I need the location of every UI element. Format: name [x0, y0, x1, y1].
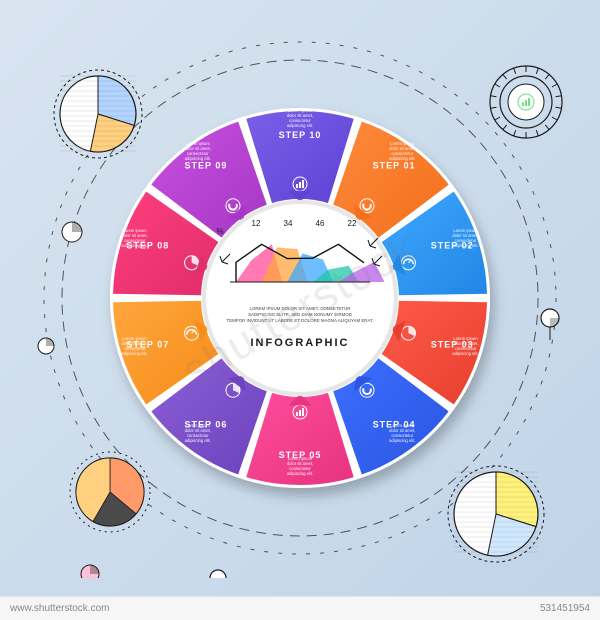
segment-lorem: adipiscing elit. [185, 437, 211, 442]
center-lorem: SADIPSCING ELITR, SED DIAM NONUMY EIRMOD [248, 312, 352, 317]
center-value: 46 [316, 219, 325, 228]
center-disc [204, 202, 396, 394]
infographic-svg: STEP 08Lorem ipsumdolor sit amet,consect… [20, 18, 580, 578]
footer-id: 531451954 [540, 603, 590, 614]
footer-bar: www.shutterstock.com 531451954 [0, 596, 600, 620]
decoration-pie [448, 466, 544, 562]
center-lorem: TEMPOR INVIDUNT UT LABORE ET DOLORE MAGN… [227, 318, 374, 323]
percent-symbol: % [216, 227, 223, 236]
infographic-stage: STEP 08Lorem ipsumdolor sit amet,consect… [20, 18, 580, 578]
decoration-tiny-pie [38, 338, 54, 354]
segment-label: STEP 10 [279, 130, 322, 140]
segment-lorem: adipiscing elit. [452, 350, 478, 355]
center-value: 34 [284, 219, 293, 228]
decoration-donut [490, 66, 562, 138]
segment-label: STEP 09 [185, 160, 228, 170]
segment-lorem: adipiscing elit. [389, 437, 415, 442]
segment-lorem: adipiscing elit. [121, 350, 147, 355]
decoration-pie [54, 70, 142, 158]
segment-lorem: adipiscing elit. [452, 243, 478, 248]
footer-domain: www.shutterstock.com [10, 603, 109, 614]
decoration-lollipop [541, 309, 559, 340]
segment-lorem: adipiscing elit. [287, 123, 313, 128]
center-title: INFOGRAPHIC [251, 337, 350, 349]
segment-lorem: adipiscing elit. [389, 156, 415, 161]
decoration-lollipop [210, 570, 226, 578]
segment-lorem: adipiscing elit. [121, 243, 147, 248]
decoration-tiny-pie [62, 222, 82, 242]
decoration-gauge [70, 452, 150, 532]
decoration-tiny-pie [81, 565, 99, 578]
segment-lorem: adipiscing elit. [287, 471, 313, 476]
center-lorem: LOREM IPSUM DOLOR SIT AMET, CONSETETUR [250, 306, 351, 311]
center-value: 22 [348, 219, 357, 228]
segment-label: STEP 01 [373, 160, 416, 170]
segment-lorem: adipiscing elit. [185, 156, 211, 161]
center-value: 12 [252, 219, 261, 228]
